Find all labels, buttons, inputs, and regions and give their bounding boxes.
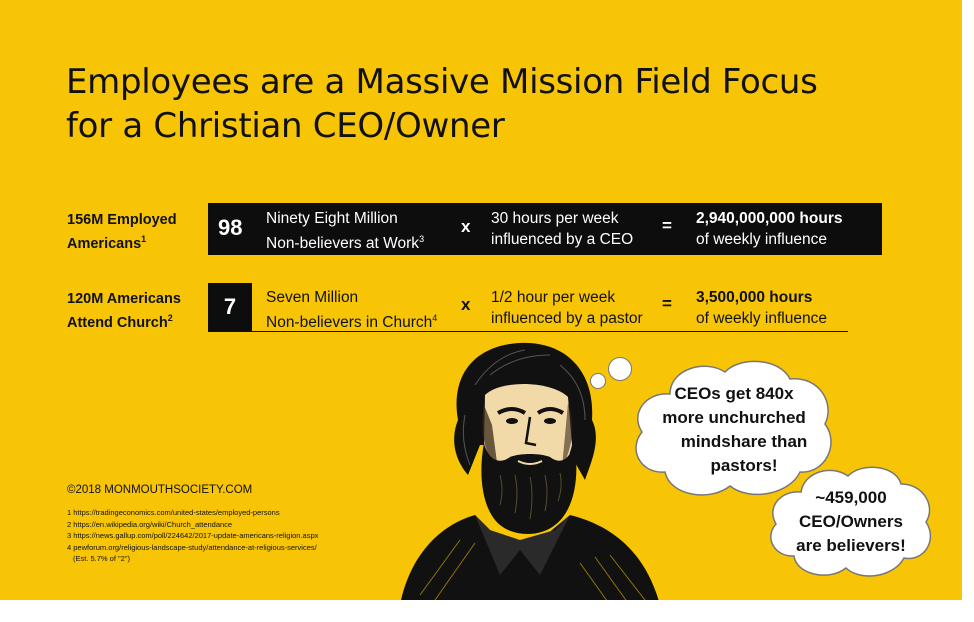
mindshare-line-4: pastors! (710, 456, 778, 475)
footnotes-list: 1 https://tradingeconomics.com/united-st… (67, 507, 318, 565)
pastor-hours-line-2: influenced by a pastor (491, 310, 643, 327)
mindshare-line-2: more unchurched (662, 408, 806, 427)
thought-bubble-believers: ~459,000 CEO/Owners are believers! (766, 462, 936, 582)
church-description-line-2: Non-believers in Church4 (266, 308, 437, 333)
work-description-line-1: Ninety Eight Million (266, 210, 398, 227)
footnote-2: 2 https://en.wikipedia.org/wiki/Church_a… (67, 519, 233, 529)
footnote-ref: 1 (141, 234, 147, 244)
church-calculation-band: 7 Seven Million Non-believers in Church4… (208, 283, 848, 332)
work-result-caption: of weekly influence (696, 231, 827, 248)
thought-puff-small (590, 373, 606, 389)
work-calculation-band: 98 Ninety Eight Million Non-believers at… (208, 203, 882, 255)
footnote-4: 4 pewforum.org/religious-landscape-study… (67, 542, 317, 552)
row-label-line-2: Americans1 (67, 230, 177, 254)
copyright-text: ©2018 MONMOUTHSOCIETY.COM (67, 484, 253, 496)
mindshare-text: CEOs get 840x more unchurched mindshare … (661, 382, 808, 478)
believers-line-2: CEO/Owners (799, 512, 903, 531)
church-result-caption: of weekly influence (696, 310, 827, 327)
church-number: 7 (208, 283, 252, 331)
cloud-icon (635, 360, 832, 496)
row-label-line-1: 156M Employed (67, 212, 177, 228)
ceo-hours: 30 hours per week influenced by a CEO (491, 208, 633, 250)
work-result: 2,940,000,000 hours of weekly influence (696, 208, 843, 250)
row-label-text: Americans (67, 235, 142, 252)
footnote-ref: 4 (432, 313, 438, 323)
footnote-ref: 3 (419, 234, 425, 244)
infographic-canvas: Employees are a Massive Mission Field Fo… (0, 0, 962, 600)
work-result-hours: 2,940,000,000 hours (696, 210, 843, 227)
church-result: 3,500,000 hours of weekly influence (696, 287, 827, 329)
ceo-hours-line-2: influenced by a CEO (491, 231, 634, 248)
work-description-line-2: Non-believers at Work3 (266, 229, 424, 254)
footnote-ref: 2 (167, 313, 173, 323)
ceo-hours-line-1: 30 hours per week (491, 210, 619, 227)
church-description-text: Non-believers in Church (266, 314, 433, 332)
work-description: Ninety Eight Million Non-believers at Wo… (266, 208, 424, 254)
title-line-2: for a Christian CEO/Owner (66, 106, 505, 146)
page-title: Employees are a Massive Mission Field Fo… (66, 60, 886, 148)
thought-puff-medium (608, 357, 632, 381)
row-label-line-1: 120M Americans (67, 291, 181, 307)
church-description-line-1: Seven Million (266, 289, 359, 306)
pastor-hours-line-1: 1/2 hour per week (491, 289, 616, 306)
row-label-employed: 156M Employed Americans1 (67, 211, 177, 254)
row-label-church: 120M Americans Attend Church2 (67, 290, 181, 333)
equals-sign: = (662, 294, 672, 313)
equals-sign: = (662, 216, 672, 235)
work-description-text: Non-believers at Work (266, 235, 420, 253)
row-label-line-2: Attend Church2 (67, 309, 181, 333)
bearded-man-illustration (401, 342, 659, 600)
row-label-text: Attend Church (67, 314, 168, 331)
church-description: Seven Million Non-believers in Church4 (266, 287, 437, 333)
believers-text: ~459,000 CEO/Owners are believers! (796, 486, 906, 558)
believers-line-1: ~459,000 (815, 488, 887, 507)
cloud-icon (770, 466, 932, 577)
multiply-sign: x (461, 295, 471, 314)
title-line-1: Employees are a Massive Mission Field Fo… (66, 62, 818, 102)
footnote-4-note: (Est. 5.7% of "2") (73, 554, 131, 563)
work-number: 98 (218, 215, 243, 240)
mindshare-line-1: CEOs get 840x (674, 384, 794, 403)
thought-bubble-mindshare: CEOs get 840x more unchurched mindshare … (630, 354, 838, 506)
believers-line-3: are believers! (796, 536, 906, 555)
church-result-hours: 3,500,000 hours (696, 289, 813, 306)
mindshare-line-3: mindshare than (680, 432, 808, 451)
multiply-sign: x (461, 217, 471, 236)
pastor-hours: 1/2 hour per week influenced by a pastor (491, 287, 643, 329)
footnote-1: 1 https://tradingeconomics.com/united-st… (67, 508, 280, 517)
footnote-3: 3 https://news.gallup.com/poll/224642/20… (67, 531, 319, 540)
